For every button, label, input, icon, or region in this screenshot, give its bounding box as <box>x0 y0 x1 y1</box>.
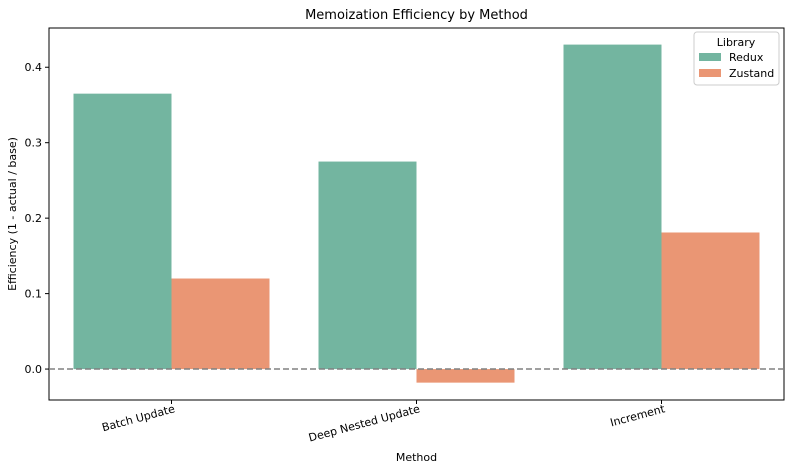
bars-group <box>73 44 760 383</box>
chart-title: Memoization Efficiency by Method <box>305 8 528 23</box>
y-tick-label: 0.0 <box>25 363 43 376</box>
legend-label-zustand: Zustand <box>729 67 774 80</box>
bar-redux-deep-nested-update <box>318 161 417 370</box>
y-tick-label: 0.4 <box>25 61 43 74</box>
y-axis: 0.0 0.1 0.2 0.3 0.4 <box>25 61 49 376</box>
x-tick-label: Increment <box>609 402 667 429</box>
legend: Library Redux Zustand <box>693 31 780 86</box>
legend-swatch-redux <box>699 53 721 61</box>
legend-swatch-zustand <box>699 69 721 77</box>
y-tick-label: 0.2 <box>25 212 43 225</box>
x-tick-label: Batch Update <box>100 402 176 434</box>
legend-label-redux: Redux <box>729 51 764 64</box>
bar-zustand-batch-update <box>171 278 270 370</box>
y-tick-label: 0.1 <box>25 288 43 301</box>
bar-redux-batch-update <box>73 93 172 370</box>
bar-redux-increment <box>563 44 662 370</box>
legend-items: Redux Zustand <box>699 51 774 80</box>
x-tick-label: Deep Nested Update <box>307 402 421 444</box>
bar-zustand-increment <box>661 232 760 370</box>
bar-zustand-deep-nested-update <box>416 369 515 383</box>
y-axis-label: Efficiency (1 - actual / base) <box>6 137 19 291</box>
x-axis: Batch Update Deep Nested Update Increment <box>100 400 667 445</box>
legend-title: Library <box>717 36 756 49</box>
y-tick-label: 0.3 <box>25 137 43 150</box>
x-axis-label: Method <box>396 451 437 464</box>
